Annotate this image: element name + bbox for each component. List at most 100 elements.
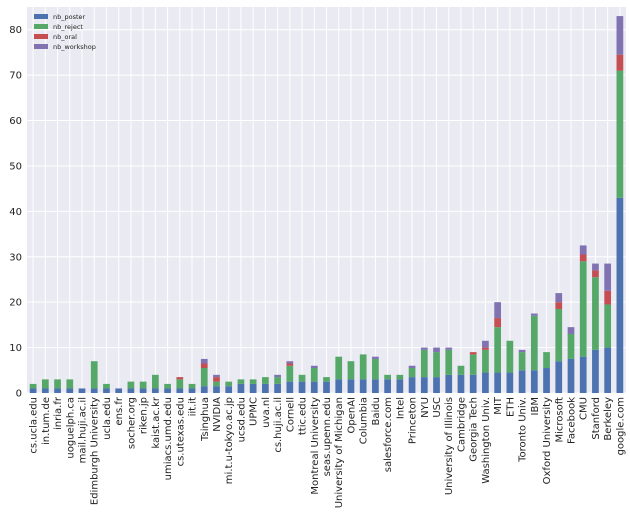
x-tick-label: Princeton	[408, 397, 419, 444]
x-tick-label: Facebook	[566, 397, 577, 444]
bar-segment-nb_workshop	[530, 313, 538, 316]
bar-segment-nb_workshop	[420, 347, 428, 350]
bar-segment-nb_reject	[347, 361, 355, 380]
x-tick-label: cs.ucla.edu	[29, 397, 40, 454]
bar-segment-nb_poster	[225, 386, 233, 393]
bar-segment-nb_reject	[54, 379, 61, 389]
bar-segment-nb_poster	[604, 347, 612, 393]
bar-segment-nb_poster	[323, 381, 330, 393]
x-tick-label: socher.org	[126, 397, 137, 449]
bar-segment-nb_poster	[445, 374, 453, 393]
bar-segment-nb_workshop	[274, 374, 281, 378]
bar-segment-nb_poster	[249, 383, 257, 393]
bar-segment-nb_workshop	[518, 349, 526, 353]
bar-segment-nb_oral	[616, 54, 624, 71]
bar-segment-nb_workshop	[200, 358, 208, 364]
x-tick-label: University of Michigan	[334, 397, 345, 508]
x-tick-label: IBM	[530, 397, 541, 415]
bar-segment-nb_workshop	[494, 302, 502, 319]
bar-segment-nb_reject	[543, 352, 550, 369]
bar-segment-nb_reject	[41, 379, 49, 389]
bar-segment-nb_reject	[176, 379, 184, 389]
x-tick-label: Cornell	[285, 397, 296, 432]
bar-segment-nb_poster	[262, 383, 269, 393]
bar-segment-nb_reject	[359, 354, 367, 380]
bar-segment-nb_oral	[213, 377, 220, 382]
x-tick-label: USC	[432, 397, 443, 418]
x-tick-label: Microsoft	[554, 397, 565, 443]
x-tick-label: iit.it	[188, 397, 199, 416]
bar-segment-nb_reject	[286, 365, 294, 382]
bar-segment-nb_poster	[213, 386, 220, 393]
bar-segment-nb_reject	[249, 379, 257, 384]
x-tick-label: umiacs.umd.edu	[163, 397, 174, 480]
bar-segment-nb_reject	[310, 368, 318, 382]
bar-segment-nb_reject	[518, 352, 526, 371]
bar-segment-nb_workshop	[433, 347, 440, 353]
legend: nb_poster nb_reject nb_oral nb_workshop	[34, 13, 96, 51]
bar-segment-nb_reject	[237, 379, 245, 384]
x-tick-label: Toronto Univ.	[518, 397, 529, 463]
bar-segment-nb_poster	[78, 388, 86, 393]
bar-segment-nb_reject	[579, 261, 587, 357]
bar-segment-nb_workshop	[616, 16, 624, 55]
bar-segment-nb_workshop	[592, 263, 599, 271]
bar-segment-nb_reject	[188, 383, 196, 389]
bar-segment-nb_poster	[555, 361, 563, 393]
bar-segment-nb_reject	[445, 349, 453, 375]
bar-segment-nb_poster	[506, 372, 514, 393]
x-tick-label: UPMC	[249, 397, 260, 426]
bar-segment-nb_reject	[567, 333, 575, 359]
x-tick-label: Berkeley	[603, 397, 614, 441]
bar-segment-nb_poster	[579, 356, 587, 393]
x-tick-label: seas.upenn.edu	[322, 397, 333, 476]
bar-segment-nb_reject	[139, 381, 147, 389]
bar-segment-nb_poster	[408, 377, 416, 393]
bar-segment-nb_workshop	[286, 361, 294, 364]
bar-segment-nb_workshop	[555, 293, 563, 303]
x-tick-label: cs.huji.ac.il	[273, 397, 284, 453]
bar-segment-nb_poster	[41, 388, 49, 393]
bar-segment-nb_reject	[372, 358, 379, 380]
bar-segment-nb_poster	[433, 377, 440, 393]
bar-segment-nb_reject	[506, 340, 514, 373]
bar-segment-nb_reject	[151, 374, 159, 389]
bar-segment-nb_workshop	[567, 327, 575, 334]
bar-segment-nb_poster	[335, 379, 343, 393]
x-tick-label: MIT	[493, 396, 504, 415]
bar-segment-nb_reject	[127, 381, 135, 389]
x-tick-label: riken.jp	[139, 397, 150, 434]
x-tick-label: Oxford University	[542, 397, 553, 484]
x-tick-label: Baidu	[371, 397, 382, 425]
bar-segment-nb_poster	[482, 372, 489, 393]
bar-segment-nb_workshop	[310, 365, 318, 369]
bar-segment-nb_reject	[592, 277, 599, 350]
bar-segment-nb_reject	[90, 361, 98, 389]
legend-swatch-nb_oral	[34, 34, 48, 39]
x-tick-label: mi.t.u-tokyo.ac.jp	[224, 397, 235, 484]
bar-segment-nb_reject	[420, 349, 428, 378]
bar-segment-nb_oral	[176, 377, 184, 380]
x-tick-label: Intel	[395, 397, 406, 419]
x-tick-label: Cambridge	[456, 397, 467, 452]
bar-segment-nb_oral	[482, 347, 489, 350]
bar-segment-nb_workshop	[445, 347, 453, 350]
bar-segment-nb_poster	[103, 388, 110, 393]
bar-segment-nb_poster	[567, 358, 575, 393]
x-tick-label: Georgia Tech	[469, 397, 480, 462]
bar-segment-nb_oral	[604, 290, 612, 305]
bar-segment-nb_poster	[372, 379, 379, 393]
x-tick-label: salesforce.com	[383, 397, 394, 472]
y-tick-label: 60	[9, 116, 22, 127]
bar-segment-nb_oral	[592, 270, 599, 278]
bar-segment-nb_poster	[139, 388, 147, 393]
bar-segment-nb_workshop	[579, 245, 587, 255]
y-tick-label: 10	[9, 343, 22, 354]
bar-segment-nb_reject	[274, 377, 281, 384]
x-tick-label: Washington Univ.	[481, 397, 492, 484]
bar-segment-nb_reject	[335, 356, 343, 380]
bar-segment-nb_workshop	[213, 374, 220, 378]
bar-segment-nb_reject	[384, 374, 391, 380]
bar-segment-nb_workshop	[408, 365, 416, 369]
